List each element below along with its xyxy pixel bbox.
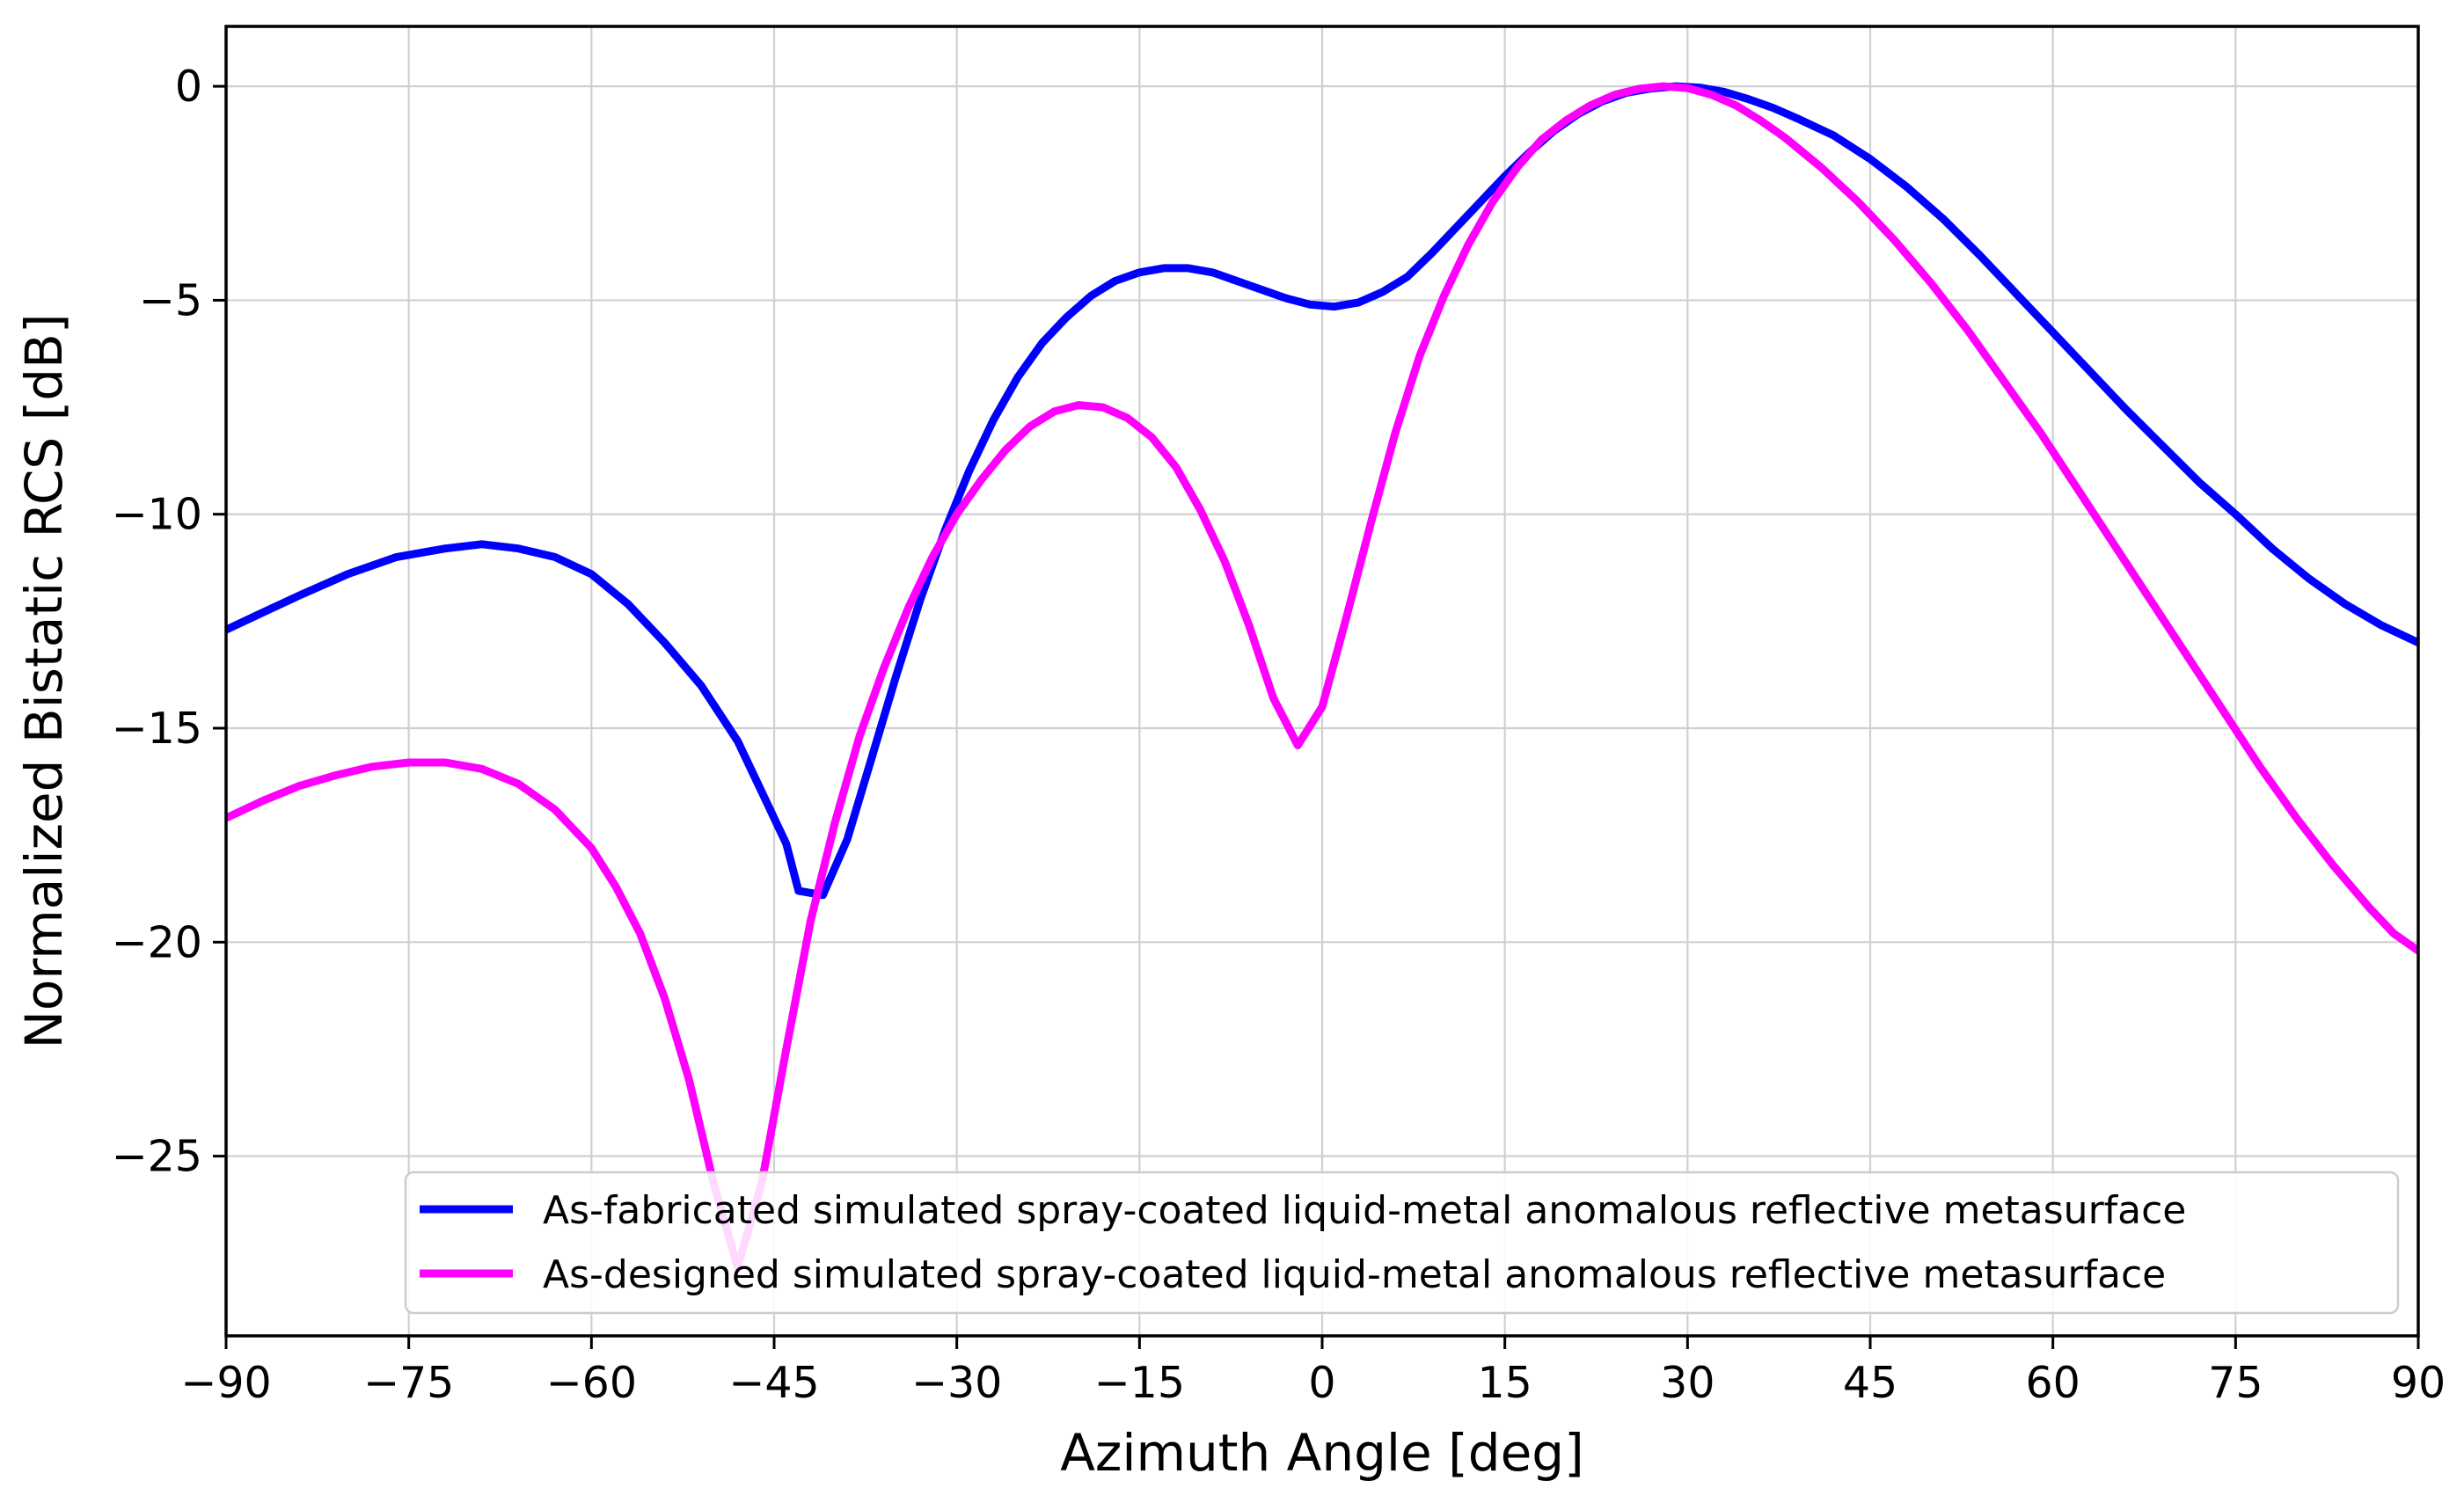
y-tick-label: 0	[175, 62, 202, 112]
y-tick-label: −25	[112, 1132, 202, 1182]
grid	[224, 26, 2420, 1336]
plot-lines	[226, 82, 2418, 1272]
x-tick-label: 0	[1308, 1358, 1335, 1408]
x-tick-label: 30	[1660, 1358, 1715, 1408]
x-tick-label: 90	[2391, 1358, 2446, 1408]
x-tick-label: −15	[1094, 1358, 1185, 1408]
x-tick-label: −75	[363, 1358, 454, 1408]
y-tick-label: −20	[112, 917, 202, 967]
y-tick-label: −10	[112, 490, 202, 540]
x-tick-label: −30	[911, 1358, 1002, 1408]
legend-box	[404, 1171, 2400, 1315]
y-axis-label: Normalized Bistatic RCS [dB]	[14, 314, 74, 1049]
x-tick-label: 45	[1843, 1358, 1897, 1408]
legend-label-2: As-designed simulated spray-coated liqui…	[543, 1252, 2166, 1297]
y-tick-label: −5	[139, 275, 202, 325]
series-line-1	[226, 82, 2418, 900]
legend: As-fabricated simulated spray-coated liq…	[404, 1171, 2400, 1315]
x-axis-label: Azimuth Angle [deg]	[1060, 1423, 1584, 1483]
series-line-2	[226, 82, 2418, 1272]
x-tick-label: −90	[180, 1358, 271, 1408]
legend-label-1: As-fabricated simulated spray-coated liq…	[543, 1188, 2186, 1233]
x-tick-label: −45	[728, 1358, 819, 1408]
x-tick-label: 75	[2208, 1358, 2263, 1408]
x-tick-label: 60	[2025, 1358, 2080, 1408]
x-tick-label: 15	[1477, 1358, 1532, 1408]
y-tick-label: −15	[112, 704, 202, 754]
x-tick-label: −60	[546, 1358, 637, 1408]
axis-ticks: −90 −75 −60 −45 −30 −15 0 15 30 45 60 75 90 0 −5 −10 −15…	[112, 62, 2446, 1408]
